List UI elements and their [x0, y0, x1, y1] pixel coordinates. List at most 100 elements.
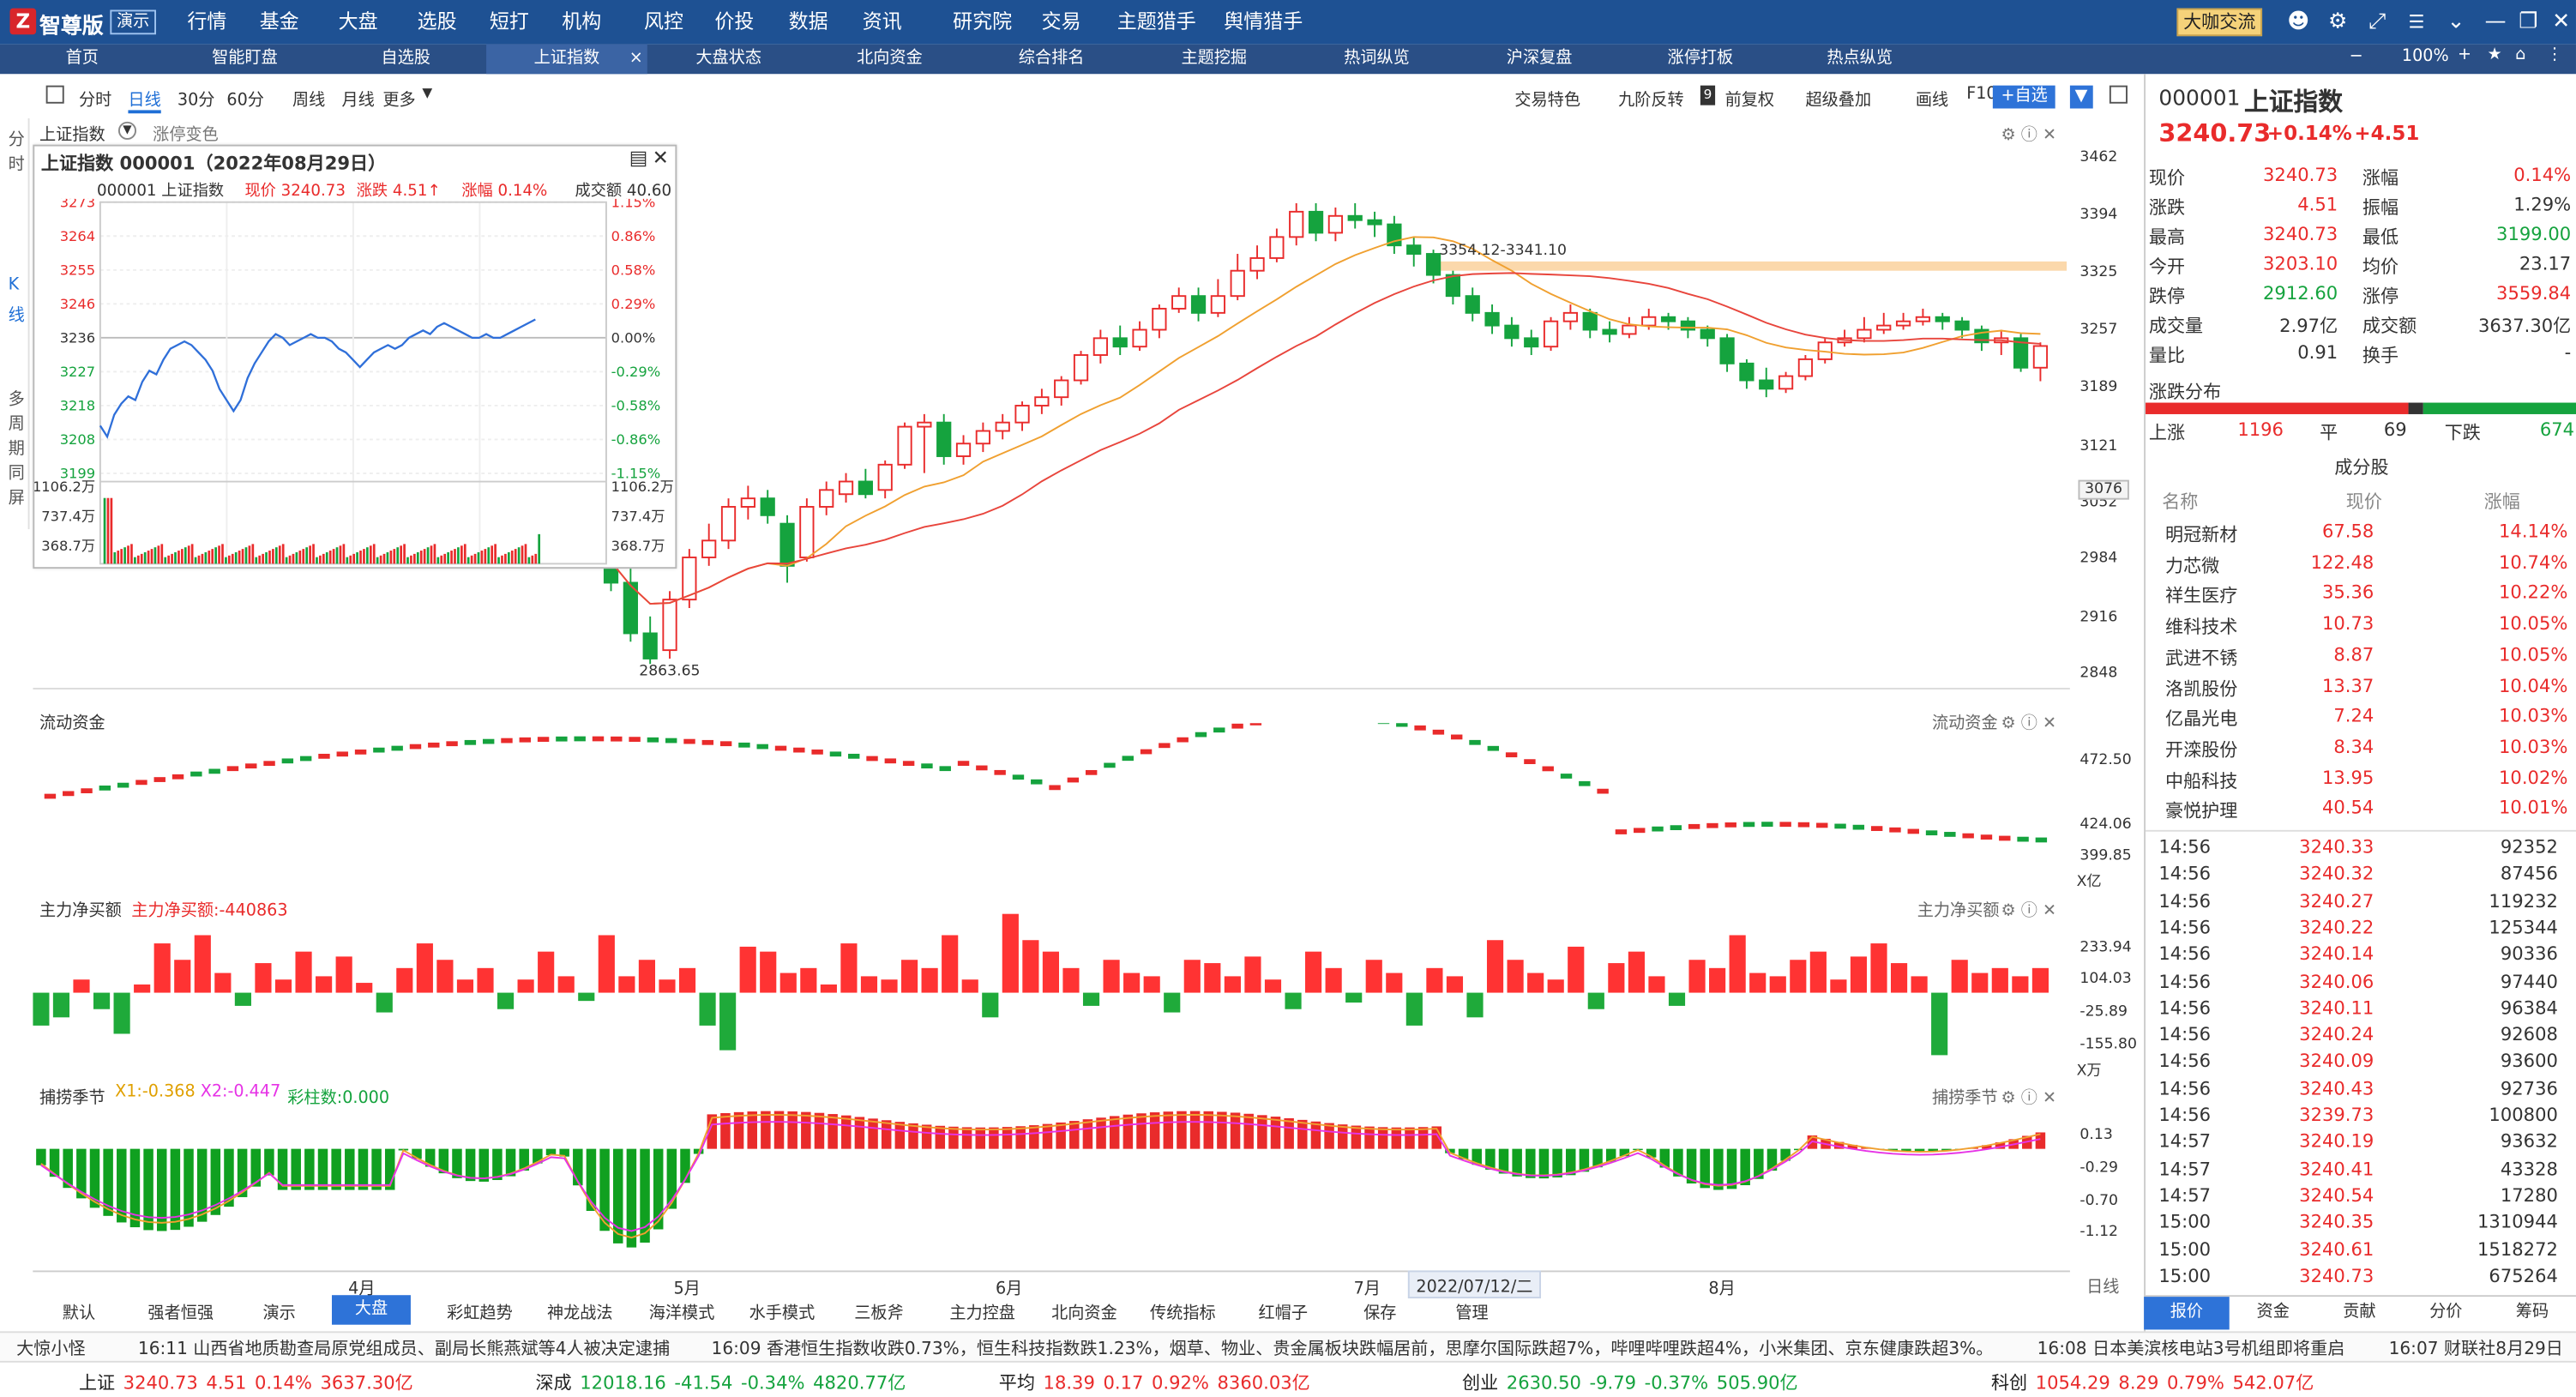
left-strip-7[interactable]: 同	[8, 465, 25, 484]
constituent-row[interactable]: 洛凯股份 13.37 10.04%	[2146, 671, 2576, 702]
constituent-row[interactable]: 豪悦护理 40.54 10.01%	[2146, 794, 2576, 825]
period-1[interactable]: 日线	[128, 86, 161, 114]
tool-0[interactable]: 交易特色	[1514, 92, 1580, 111]
menu-item-1[interactable]: 基金	[259, 9, 299, 33]
net-buy-chart[interactable]	[33, 913, 2070, 1085]
period-2[interactable]: 30分	[177, 92, 215, 111]
period-6[interactable]: 更多	[382, 92, 416, 111]
pane-settings-icon[interactable]: ⚙ ⓘ ✕	[2001, 714, 2057, 733]
menu-item-0[interactable]: 行情	[187, 9, 227, 33]
menu-item-9[interactable]: 资讯	[862, 9, 902, 33]
constituent-row[interactable]: 维科技术 10.73 10.05%	[2146, 610, 2576, 641]
tool-1[interactable]: 九阶反转	[1618, 92, 1684, 111]
tab-6[interactable]: 综合排名	[1018, 49, 1085, 68]
period-5[interactable]: 月线	[341, 92, 375, 111]
indicator-tab-4[interactable]: 彩虹趋势	[447, 1304, 513, 1323]
intraday-popup[interactable]: 上证指数 000001（2022年08月29日） ▤ ✕ 000001 上证指数…	[33, 144, 677, 569]
menu-item-3[interactable]: 选股	[417, 9, 457, 33]
pane-settings-icon[interactable]: ⚙ ⓘ ✕	[2001, 126, 2057, 145]
menu-item-7[interactable]: 价投	[714, 9, 755, 33]
menu-item-5[interactable]: 机构	[562, 9, 602, 33]
shrink-icon[interactable]: ⤢	[2368, 9, 2386, 35]
constituent-row[interactable]: 力芯微 122.48 10.74%	[2146, 549, 2576, 580]
tab-1[interactable]: 智能盯盘	[212, 49, 278, 68]
menu-icon[interactable]: ☰	[2408, 11, 2425, 33]
menu-item-12[interactable]: 主题猎手	[1116, 9, 1196, 33]
indicator-tab-3[interactable]: 大盘	[331, 1295, 411, 1325]
left-strip-0[interactable]: 分	[8, 131, 25, 150]
home-icon[interactable]: ⌂	[2515, 45, 2526, 64]
right-tab-3[interactable]: 分价	[2429, 1303, 2463, 1322]
tab-5[interactable]: 北向资金	[857, 49, 923, 68]
news-item-3[interactable]: 16:08 日本美滨核电站3号机组即将重启	[2037, 1339, 2345, 1359]
index-status-3[interactable]: 创业 2630.50 -9.79 -0.37% 505.90亿	[1462, 1369, 1798, 1395]
right-tab-2[interactable]: 贡献	[2343, 1303, 2376, 1322]
tab-8[interactable]: 热词纵览	[1344, 49, 1410, 68]
constituent-row[interactable]: 明冠新材 67.58 14.14%	[2146, 518, 2576, 549]
news-ticker[interactable]: 大惊小怪 16:11 山西省地质勘查局原党组成员、副局长熊燕斌等4人被决定逮捕 16…	[0, 1331, 2576, 1361]
news-item-1[interactable]: 16:11 山西省地质勘查局原党组成员、副局长熊燕斌等4人被决定逮捕	[137, 1339, 671, 1359]
left-strip-8[interactable]: 屏	[8, 490, 25, 509]
star-icon[interactable]: ★	[2487, 45, 2502, 64]
tool-3[interactable]: 超级叠加	[1805, 92, 1872, 111]
indicator-tab-6[interactable]: 海洋模式	[648, 1304, 715, 1323]
kline-chart[interactable]: 3354.12-3341.10 2863.65	[33, 140, 2070, 690]
tab-11[interactable]: 热点纵览	[1827, 49, 1893, 68]
indicator-tab-12[interactable]: 红帽子	[1258, 1304, 1308, 1323]
tab-2[interactable]: 自选股	[381, 49, 430, 68]
indicator-tab-13[interactable]: 保存	[1363, 1304, 1397, 1323]
news-item-2[interactable]: 16:09 香港恒生指数收跌0.73%，恒生科技指数跌1.23%，烟草、物业、贵…	[711, 1339, 1994, 1359]
tab-10[interactable]: 涨停打板	[1667, 49, 1734, 68]
close-icon[interactable]: ✕	[652, 146, 669, 170]
constituent-row[interactable]: 祥生医疗 35.36 10.22%	[2146, 579, 2576, 610]
left-strip-5[interactable]: 周	[8, 415, 25, 434]
indicator-tab-14[interactable]: 管理	[1455, 1304, 1489, 1323]
indicator-tab-9[interactable]: 主力控盘	[949, 1304, 1015, 1323]
chevron-down-icon[interactable]: ▼	[422, 85, 433, 100]
close-tab-icon[interactable]: ×	[629, 49, 643, 68]
indicator-tab-2[interactable]: 演示	[262, 1304, 296, 1323]
index-status-2[interactable]: 平均 18.39 0.17 0.92% 8360.03亿	[999, 1369, 1310, 1395]
panel-toggle-icon[interactable]	[2109, 85, 2128, 104]
demo-badge[interactable]: 演示	[110, 9, 157, 35]
menu-item-11[interactable]: 交易	[1041, 9, 1081, 33]
zoom-out-icon[interactable]: −	[2349, 47, 2363, 66]
add-favorite-dropdown-icon[interactable]: ▼	[2069, 85, 2093, 109]
indicator-tab-7[interactable]: 水手模式	[749, 1304, 816, 1323]
indicator-tab-1[interactable]: 强者恒强	[147, 1304, 214, 1323]
minimize-icon[interactable]: ▤	[629, 146, 648, 170]
constituent-row[interactable]: 中船科技 13.95 10.02%	[2146, 763, 2576, 794]
close-icon[interactable]: ✕	[2552, 9, 2571, 35]
layout-icon[interactable]	[45, 85, 64, 104]
tab-9[interactable]: 沪深复盘	[1506, 49, 1573, 68]
tab-0[interactable]: 首页	[65, 49, 99, 68]
tool-2[interactable]: 前复权	[1724, 92, 1775, 111]
left-strip-6[interactable]: 期	[8, 440, 25, 459]
constituent-row[interactable]: 武进不锈 8.87 10.05%	[2146, 641, 2576, 671]
period-0[interactable]: 分时	[78, 92, 112, 111]
minimize-icon[interactable]: —	[2484, 9, 2507, 35]
left-strip-3[interactable]: 线	[8, 307, 25, 326]
indicator-tab-5[interactable]: 神龙战法	[546, 1304, 613, 1323]
tab-4[interactable]: 大盘状态	[695, 49, 761, 68]
menu-item-2[interactable]: 大盘	[338, 9, 378, 33]
index-status-4[interactable]: 科创 1054.29 8.29 0.79% 542.07亿	[1991, 1369, 2314, 1395]
settings-icon[interactable]: ⚙	[2328, 9, 2348, 35]
index-status-0[interactable]: 上证 3240.73 4.51 0.14% 3637.30亿	[79, 1369, 413, 1395]
right-tab-0[interactable]: 报价	[2144, 1297, 2230, 1330]
period-4[interactable]: 周线	[292, 92, 326, 111]
tool-4[interactable]: 画线	[1915, 92, 1949, 111]
left-strip-4[interactable]: 多	[8, 391, 25, 410]
season-chart[interactable]	[33, 1105, 2070, 1269]
news-item-0[interactable]: 大惊小怪	[16, 1339, 86, 1359]
pane-settings-icon[interactable]: ⚙ ⓘ ✕	[2001, 1089, 2057, 1108]
menu-item-6[interactable]: 风控	[643, 9, 684, 33]
tool-5[interactable]: F10	[1966, 85, 1997, 104]
left-strip-2[interactable]: K	[8, 275, 20, 295]
indicator-tab-8[interactable]: 三板斧	[854, 1304, 904, 1323]
menu-item-8[interactable]: 数据	[788, 9, 828, 33]
expert-exchange-button[interactable]: 大咖交流	[2176, 8, 2263, 37]
menu-item-4[interactable]: 短打	[489, 9, 529, 33]
add-favorite-button[interactable]: +自选	[1992, 85, 2056, 109]
indicator-tab-10[interactable]: 北向资金	[1051, 1304, 1117, 1323]
